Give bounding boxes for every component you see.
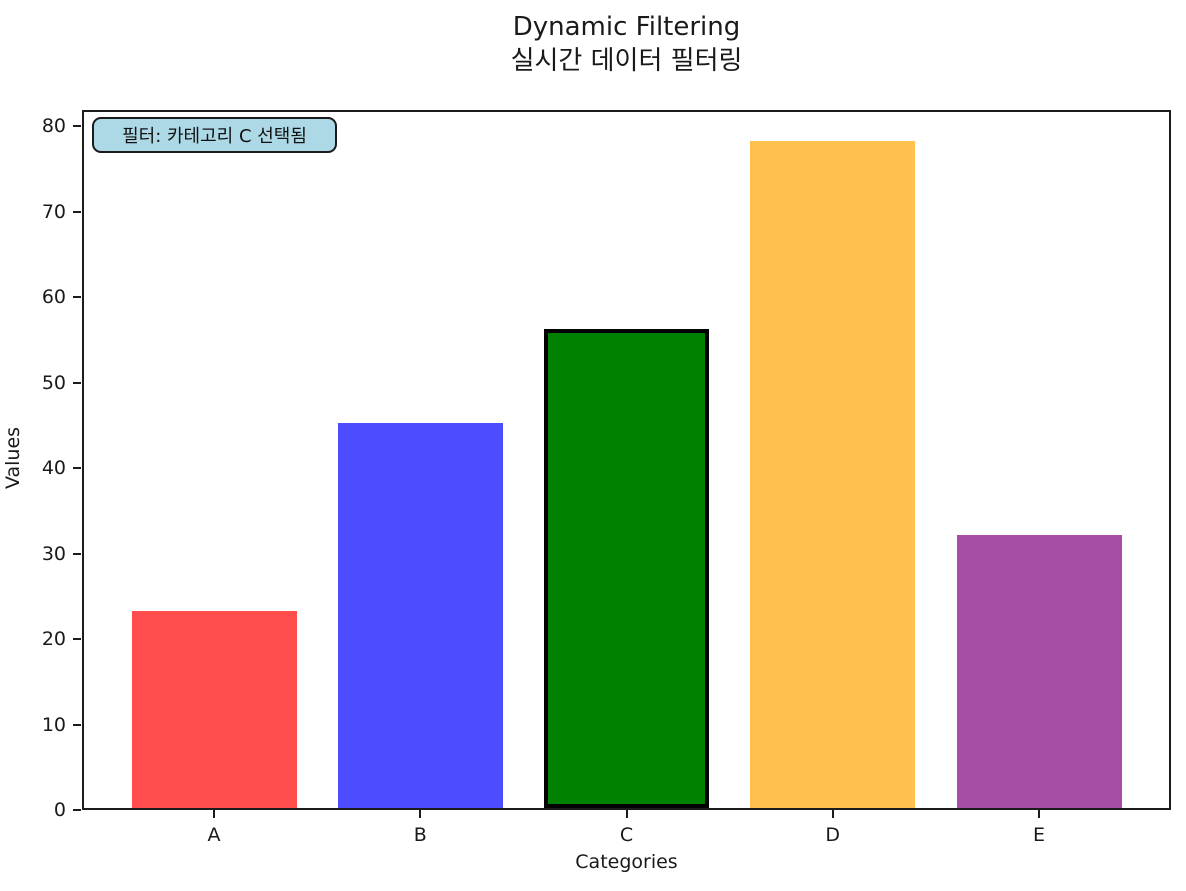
bar-D[interactable] — [750, 141, 916, 808]
y-tick-mark — [73, 638, 81, 641]
y-tick-mark — [73, 381, 81, 384]
y-tick-mark — [73, 125, 81, 128]
bar-C[interactable] — [544, 329, 709, 808]
x-tick-mark — [831, 810, 834, 818]
plot-area — [82, 110, 1171, 810]
x-tick-mark — [213, 810, 215, 818]
y-tick-mark — [73, 552, 81, 555]
y-tick-label: 60 — [41, 286, 66, 309]
x-tick-mark — [419, 810, 422, 818]
x-tick-label-D: D — [825, 824, 841, 846]
y-tick-mark — [73, 296, 81, 299]
bar-E[interactable] — [956, 534, 1122, 808]
x-tick-label-E: E — [1032, 824, 1045, 846]
filter-annotation: 필터: 카테고리 C 선택됨 — [92, 117, 337, 153]
y-tick-mark — [73, 467, 81, 470]
y-tick-label: 30 — [41, 542, 66, 565]
y-tick-label: 50 — [41, 371, 66, 394]
y-tick-label: 0 — [53, 799, 66, 821]
x-tick-mark — [1038, 810, 1040, 818]
bar-A[interactable] — [131, 611, 297, 808]
chart-title: Dynamic Filtering 실시간 데이터 필터링 — [82, 10, 1171, 79]
y-tick-mark — [73, 723, 81, 726]
y-tick-mark — [73, 210, 81, 213]
y-tick-mark — [73, 809, 81, 811]
y-tick-label: 70 — [41, 200, 66, 223]
x-tick-mark — [625, 810, 628, 818]
x-tick-label-C: C — [619, 824, 634, 846]
y-tick-label: 10 — [41, 713, 66, 736]
chart-title-line1: Dynamic Filtering — [512, 12, 741, 42]
x-tick-label-A: A — [207, 824, 221, 846]
x-tick-label-B: B — [413, 824, 427, 846]
y-tick-label: 80 — [41, 115, 66, 138]
bar-B[interactable] — [337, 423, 503, 808]
chart-title-line2: 실시간 데이터 필터링 — [510, 46, 743, 77]
y-tick-label: 20 — [41, 628, 66, 651]
x-axis-label: Categories — [575, 851, 678, 873]
y-tick-label: 40 — [41, 457, 66, 480]
